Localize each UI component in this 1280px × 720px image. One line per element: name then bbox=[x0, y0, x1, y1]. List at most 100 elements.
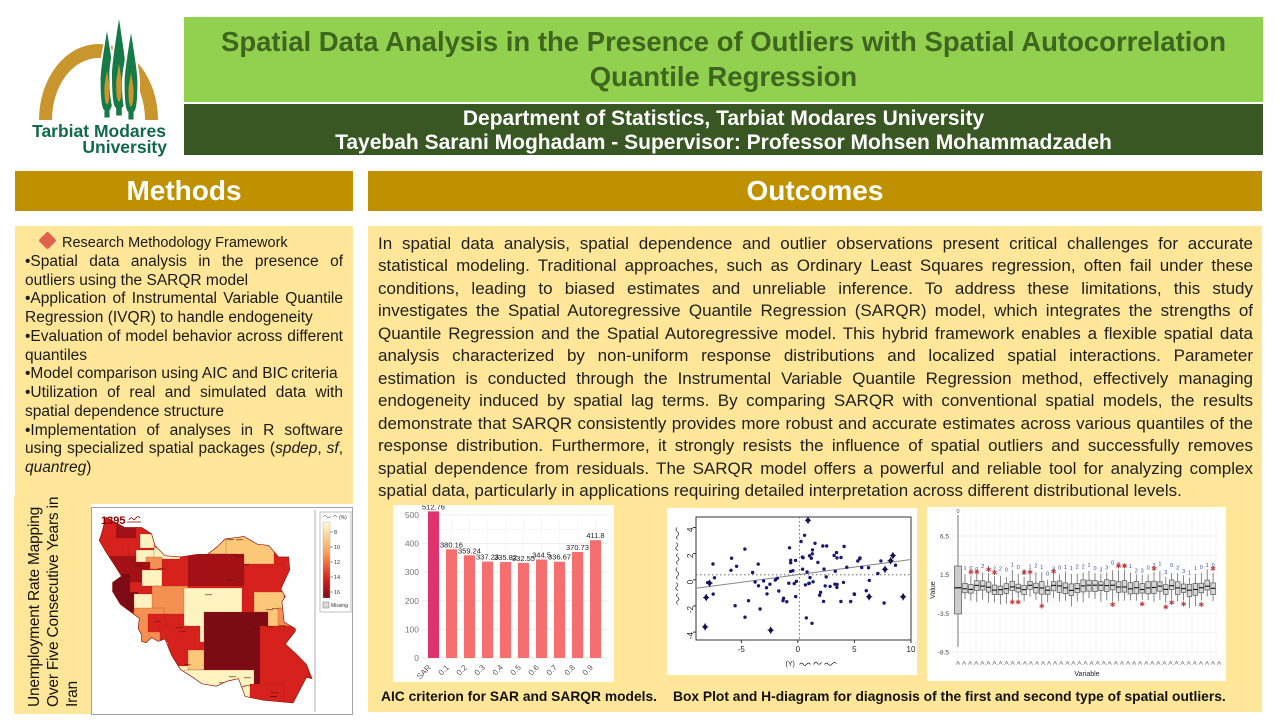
svg-text:10: 10 bbox=[907, 645, 916, 654]
svg-text:0: 0 bbox=[796, 645, 801, 654]
svg-text:✱: ✱ bbox=[1210, 565, 1216, 573]
svg-text:2: 2 bbox=[993, 567, 996, 573]
svg-text:✱: ✱ bbox=[1009, 598, 1015, 606]
svg-text:0: 0 bbox=[1170, 563, 1173, 569]
svg-text:1: 1 bbox=[963, 566, 966, 572]
svg-text:2: 2 bbox=[1135, 568, 1138, 574]
svg-text:10: 10 bbox=[334, 545, 340, 551]
svg-text:2: 2 bbox=[981, 564, 984, 570]
svg-text:✱: ✱ bbox=[1027, 568, 1033, 576]
svg-text:✱: ✱ bbox=[1116, 563, 1122, 571]
svg-text:14: 14 bbox=[334, 575, 340, 581]
svg-text:100: 100 bbox=[405, 624, 419, 634]
svg-text:Variable: Variable bbox=[1074, 671, 1099, 678]
svg-text:336.67: 336.67 bbox=[548, 553, 571, 562]
svg-text:3: 3 bbox=[1164, 570, 1167, 576]
svg-text:✱: ✱ bbox=[986, 566, 992, 574]
svg-text:0: 0 bbox=[1093, 566, 1096, 572]
svg-text:0: 0 bbox=[1123, 564, 1126, 570]
svg-text:0: 0 bbox=[1111, 561, 1114, 567]
svg-text:1: 1 bbox=[1194, 566, 1197, 572]
svg-text:0: 0 bbox=[1117, 562, 1120, 568]
svg-text:✱: ✱ bbox=[1039, 602, 1045, 610]
svg-text:1: 1 bbox=[1070, 566, 1073, 572]
svg-text:✱: ✱ bbox=[1151, 565, 1157, 573]
svg-text:(%): (%) bbox=[339, 515, 347, 521]
svg-text:3: 3 bbox=[1105, 565, 1108, 571]
svg-text:✱: ✱ bbox=[1139, 600, 1145, 608]
svg-text:✱: ✱ bbox=[1021, 569, 1027, 577]
svg-text:8: 8 bbox=[334, 530, 337, 536]
svg-text:0: 0 bbox=[1046, 571, 1049, 577]
svg-text:3: 3 bbox=[1052, 567, 1055, 573]
svg-text:0: 0 bbox=[969, 566, 972, 572]
svg-text:University: University bbox=[82, 137, 167, 157]
svg-text:1: 1 bbox=[1011, 563, 1014, 569]
svg-text:-5: -5 bbox=[738, 645, 746, 654]
svg-text:0: 0 bbox=[1005, 567, 1008, 573]
svg-text:3: 3 bbox=[1099, 567, 1102, 573]
svg-text:Missing: Missing bbox=[331, 603, 348, 609]
svg-text:2: 2 bbox=[1082, 565, 1085, 571]
svg-text:344.5: 344.5 bbox=[532, 551, 551, 560]
svg-text:200: 200 bbox=[405, 596, 419, 606]
svg-text:2: 2 bbox=[686, 553, 695, 558]
svg-text:0: 0 bbox=[686, 579, 695, 584]
svg-text:-3.5: -3.5 bbox=[938, 611, 950, 618]
svg-text:1395: 1395 bbox=[101, 515, 125, 527]
svg-text:✱: ✱ bbox=[1015, 599, 1021, 607]
svg-text:1: 1 bbox=[1064, 565, 1067, 571]
svg-text:2: 2 bbox=[1023, 570, 1026, 576]
svg-text:0: 0 bbox=[975, 567, 978, 573]
svg-text:✱: ✱ bbox=[1198, 601, 1204, 609]
svg-text:411.8: 411.8 bbox=[586, 531, 604, 540]
svg-text:2: 2 bbox=[1176, 566, 1179, 572]
svg-text:✱: ✱ bbox=[1163, 604, 1169, 612]
svg-text:0: 0 bbox=[956, 509, 959, 515]
svg-text:2: 2 bbox=[999, 567, 1002, 573]
svg-text:3: 3 bbox=[1182, 569, 1185, 575]
svg-text:2: 2 bbox=[1034, 564, 1037, 570]
svg-text:-2: -2 bbox=[686, 605, 695, 613]
svg-text:359.24: 359.24 bbox=[458, 546, 481, 555]
svg-text:4: 4 bbox=[686, 527, 695, 532]
svg-text:✱: ✱ bbox=[992, 569, 998, 577]
svg-text:337.23: 337.23 bbox=[476, 553, 499, 562]
svg-text:332.55: 332.55 bbox=[512, 554, 535, 563]
svg-text:500: 500 bbox=[405, 510, 419, 520]
svg-text:0: 0 bbox=[414, 653, 419, 663]
svg-text:1: 1 bbox=[1040, 565, 1043, 571]
svg-text:12: 12 bbox=[334, 560, 340, 566]
svg-text:-8.5: -8.5 bbox=[938, 650, 950, 657]
svg-text:2: 2 bbox=[1152, 563, 1155, 569]
svg-text:1: 1 bbox=[987, 566, 990, 572]
svg-text:Tarbiat Modares: Tarbiat Modares bbox=[32, 121, 166, 141]
svg-text:16: 16 bbox=[334, 590, 340, 596]
svg-text:3: 3 bbox=[1141, 568, 1144, 574]
svg-text:1: 1 bbox=[1158, 561, 1161, 567]
svg-text:1: 1 bbox=[1129, 564, 1132, 570]
svg-text:✱: ✱ bbox=[974, 568, 980, 576]
svg-text:2: 2 bbox=[1076, 565, 1079, 571]
svg-text:0: 0 bbox=[1212, 563, 1215, 569]
svg-text:✱: ✱ bbox=[1181, 600, 1187, 608]
svg-text:✱: ✱ bbox=[1169, 599, 1175, 607]
svg-text:1: 1 bbox=[1206, 563, 1209, 569]
svg-text:0: 0 bbox=[1200, 565, 1203, 571]
svg-text:(Y): (Y) bbox=[786, 661, 795, 668]
svg-text:✱: ✱ bbox=[968, 569, 974, 577]
svg-text:335.82: 335.82 bbox=[494, 553, 517, 562]
svg-text:0: 0 bbox=[1147, 565, 1150, 571]
svg-text:✱: ✱ bbox=[1110, 601, 1116, 609]
svg-text:6.5: 6.5 bbox=[940, 534, 949, 541]
svg-text:300: 300 bbox=[405, 567, 419, 577]
svg-text:400: 400 bbox=[405, 539, 419, 549]
svg-text:1.5: 1.5 bbox=[940, 572, 949, 579]
svg-text:1: 1 bbox=[1087, 563, 1090, 569]
svg-text:5: 5 bbox=[852, 645, 857, 654]
svg-text:0: 0 bbox=[1058, 565, 1061, 571]
svg-text:0: 0 bbox=[1017, 565, 1020, 571]
svg-text:✱: ✱ bbox=[1122, 562, 1128, 570]
svg-text:1: 1 bbox=[1188, 570, 1191, 576]
svg-text:Value: Value bbox=[930, 581, 937, 598]
